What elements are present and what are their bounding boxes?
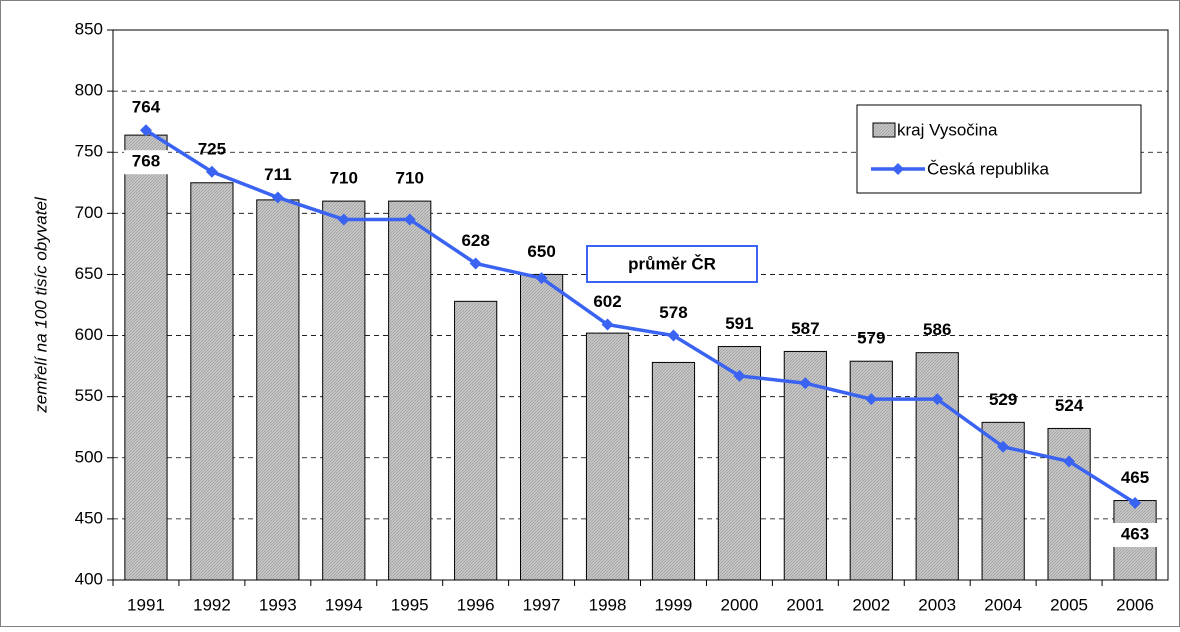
- line-marker: [271, 191, 284, 204]
- legend-label: kraj Vysočina: [897, 120, 998, 139]
- x-tick-label: 2005: [1050, 595, 1088, 614]
- bar: [783, 350, 827, 581]
- bar-value-label: 591: [725, 314, 753, 333]
- x-tick-label: 1996: [457, 595, 495, 614]
- bar-value-label: 579: [857, 329, 885, 348]
- line-marker: [667, 329, 680, 342]
- x-tick-label: 2000: [720, 595, 758, 614]
- bar: [388, 200, 432, 581]
- line-marker: [337, 213, 350, 226]
- bar-value-label: 465: [1121, 468, 1149, 487]
- line: [145, 128, 1136, 505]
- x-tick-label: 2002: [852, 595, 890, 614]
- bar: [256, 199, 300, 581]
- y-tick-label: 550: [75, 386, 103, 405]
- bar: [651, 361, 696, 581]
- x-tick-label: 1993: [259, 595, 297, 614]
- line-marker: [535, 272, 548, 285]
- x-tick-label: 1998: [589, 595, 627, 614]
- x-tick-label: 1992: [193, 595, 231, 614]
- annotation: průměr ČR: [628, 254, 716, 273]
- y-tick-label: 400: [75, 569, 103, 588]
- bar-value-label: 764: [132, 98, 161, 117]
- y-tick-label: 700: [75, 203, 103, 222]
- y-tick-label: 750: [75, 142, 103, 161]
- bar-value-label: 602: [593, 292, 621, 311]
- line-marker: [139, 124, 152, 137]
- y-axis-label: zemřelí na 100 tisíc obyvatel: [31, 196, 50, 414]
- annotation-box: [586, 245, 758, 283]
- legend-label: Česká republika: [927, 159, 1049, 178]
- bar-value-label: 710: [330, 169, 358, 188]
- y-tick-label: 500: [75, 447, 103, 466]
- x-tick-label: 1991: [127, 595, 165, 614]
- line-marker: [799, 377, 812, 390]
- x-tick-label: 1999: [655, 595, 693, 614]
- line-value-label: 768: [132, 152, 160, 171]
- y-tick-label: 600: [75, 325, 103, 344]
- line-label-box: [123, 150, 168, 175]
- x-tick-label: 2006: [1116, 595, 1154, 614]
- legend-marker: [892, 163, 904, 175]
- bar: [585, 332, 630, 581]
- line-label-box: [1113, 523, 1158, 547]
- line-marker: [865, 393, 878, 406]
- line-marker: [205, 165, 218, 178]
- bar: [322, 200, 366, 581]
- y-tick-label: 800: [75, 81, 103, 100]
- y-tick-label: 850: [75, 19, 103, 38]
- bar-value-label: 628: [461, 231, 489, 250]
- bar: [190, 182, 234, 581]
- y-tick-label: 650: [75, 264, 103, 283]
- bar-value-label: 529: [989, 390, 1017, 409]
- bar-value-label: 587: [791, 319, 819, 338]
- line-marker: [601, 318, 614, 331]
- legend-box: [856, 104, 1142, 194]
- bar-value-label: 524: [1055, 396, 1084, 415]
- bar: [124, 134, 168, 581]
- line-marker: [1129, 497, 1142, 509]
- bar-value-label: 710: [396, 169, 424, 188]
- x-tick-label: 2001: [786, 595, 824, 614]
- x-tick-label: 2004: [984, 595, 1022, 614]
- bar-value-label: 586: [923, 320, 951, 339]
- x-tick-label: 1994: [325, 595, 363, 614]
- bar-value-label: 578: [659, 303, 687, 322]
- line-marker: [1063, 455, 1076, 468]
- x-tick-label: 1997: [523, 595, 561, 614]
- bar: [1047, 427, 1091, 581]
- line-marker: [469, 257, 482, 270]
- bar-value-label: 711: [264, 165, 291, 184]
- bar: [717, 346, 762, 581]
- bar: [519, 273, 564, 581]
- bar: [915, 352, 959, 581]
- bar-value-label: 725: [198, 139, 226, 158]
- line-marker: [997, 440, 1010, 453]
- bar: [454, 300, 498, 581]
- x-tick-label: 2003: [918, 595, 956, 614]
- legend-swatch: [872, 122, 896, 138]
- y-tick-label: 450: [75, 508, 103, 527]
- line-marker: [403, 213, 416, 226]
- line-marker: [733, 369, 746, 382]
- line-marker: [931, 393, 944, 406]
- bar-value-label: 650: [527, 242, 555, 261]
- line-value-label: 463: [1121, 524, 1149, 543]
- x-tick-label: 1995: [391, 595, 429, 614]
